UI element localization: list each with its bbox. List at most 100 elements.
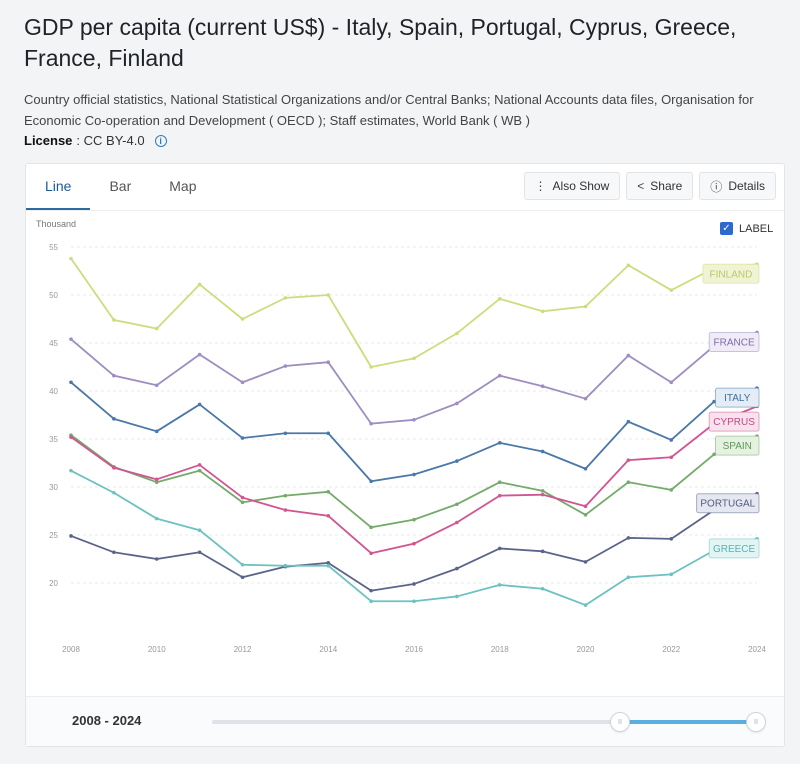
data-point-france xyxy=(154,383,159,388)
data-point-france xyxy=(412,418,416,422)
data-point-finland xyxy=(626,263,631,268)
tab-bar[interactable]: Bar xyxy=(109,178,132,194)
tabs-divider xyxy=(26,210,784,211)
label-toggle-text: LABEL xyxy=(739,222,774,235)
license: License : CC BY-4.0 i xyxy=(24,133,167,148)
x-tick-label: 2016 xyxy=(405,645,423,654)
data-point-finland xyxy=(283,296,288,300)
license-value: : CC BY-4.0 xyxy=(76,133,145,148)
series-label-box xyxy=(708,331,760,352)
data-point-france xyxy=(283,364,288,368)
data-point-france xyxy=(669,380,674,385)
data-point-portugal xyxy=(69,534,73,538)
data-point-france xyxy=(240,380,245,385)
source-text: Country official statistics, National St… xyxy=(24,92,754,128)
series-label-box xyxy=(696,493,760,514)
data-point-italy xyxy=(283,431,288,436)
share-icon: < xyxy=(637,179,645,193)
data-point-portugal xyxy=(240,575,245,580)
data-point-italy xyxy=(240,436,245,440)
data-point-greece xyxy=(497,583,502,587)
series-label-greece: GREECE xyxy=(708,538,760,559)
range-slider[interactable]: II II xyxy=(212,712,766,732)
data-point-portugal xyxy=(669,537,674,541)
data-point-cyprus xyxy=(583,504,588,509)
data-point-finland xyxy=(69,256,73,261)
y-axis-unit-label: Thousand xyxy=(36,219,76,229)
data-point-cyprus xyxy=(283,508,288,512)
range-footer: 2008 - 2024 II II xyxy=(26,696,784,746)
range-slider-fill xyxy=(620,720,756,724)
line-chart: Thousand 20 25 30 35 40 45 50 55 2008 2010 2012 2014… xyxy=(36,219,766,654)
data-point-italy xyxy=(369,479,373,484)
data-point-cyprus xyxy=(669,455,674,460)
data-point-cyprus xyxy=(412,541,416,546)
data-point-finland xyxy=(540,309,545,314)
data-point-italy xyxy=(540,449,545,454)
range-handle-start[interactable]: II xyxy=(610,712,630,732)
x-tick-label: 2010 xyxy=(148,645,166,654)
data-point-finland xyxy=(669,288,674,292)
data-point-finland xyxy=(412,356,416,361)
data-point-greece xyxy=(669,572,674,577)
data-point-spain xyxy=(240,500,245,505)
data-point-portugal xyxy=(369,588,373,593)
series-label-box xyxy=(708,411,760,432)
tab-line[interactable]: Line xyxy=(26,164,91,210)
data-point-portugal xyxy=(412,582,416,586)
data-point-portugal xyxy=(497,546,502,551)
data-point-greece xyxy=(154,516,159,521)
also-show-button[interactable]: ⋮ Also Show xyxy=(523,172,621,200)
range-separator: - xyxy=(100,713,113,728)
data-point-italy xyxy=(112,417,116,421)
data-point-cyprus xyxy=(112,466,116,470)
data-point-greece xyxy=(583,603,588,607)
data-point-greece xyxy=(240,562,245,567)
data-point-cyprus xyxy=(197,463,202,467)
data-point-cyprus xyxy=(626,458,631,462)
y-tick-label: 25 xyxy=(49,531,58,540)
y-tick-label: 45 xyxy=(49,339,58,348)
data-point-finland xyxy=(326,293,331,297)
data-point-greece xyxy=(197,528,202,532)
x-tick-label: 2018 xyxy=(491,645,509,654)
data-point-spain xyxy=(455,502,459,507)
page-title: GDP per capita (current US$) - Italy, Sp… xyxy=(24,14,737,71)
data-point-finland xyxy=(154,326,159,331)
series-label-cyprus: CYPRUS xyxy=(708,411,760,432)
x-tick-label: 2024 xyxy=(748,645,766,654)
series-line-finland xyxy=(70,258,758,368)
year-range-text: 2008 - 2024 xyxy=(72,713,141,728)
x-tick-label: 2012 xyxy=(234,645,252,654)
also-show-label: Also Show xyxy=(552,179,610,193)
tab-map[interactable]: Map xyxy=(169,178,197,194)
details-button[interactable]: ⓘ Details xyxy=(699,172,776,200)
range-handle-end[interactable]: II xyxy=(746,712,766,732)
label-toggle[interactable]: ✓ LABEL xyxy=(720,222,773,235)
data-point-spain xyxy=(283,493,288,498)
series-label-finland: FINLAND xyxy=(702,263,760,284)
data-point-greece xyxy=(112,490,116,495)
chart-actions: ⋮ Also Show < Share ⓘ Details xyxy=(523,172,776,200)
label-checkbox[interactable]: ✓ xyxy=(720,222,733,235)
data-point-finland xyxy=(497,297,502,301)
view-tabs: Line Bar Map xyxy=(26,164,216,210)
data-point-france xyxy=(455,401,459,406)
series-label-text: FINLAND xyxy=(710,269,753,280)
series-label-text: SPAIN xyxy=(723,441,752,452)
info-icon[interactable]: i xyxy=(154,134,167,147)
data-point-france xyxy=(583,396,588,401)
data-point-finland xyxy=(369,365,373,369)
data-point-greece xyxy=(369,599,373,604)
series-label-text: GREECE xyxy=(713,544,756,555)
share-button[interactable]: < Share xyxy=(626,172,694,200)
y-tick-label: 40 xyxy=(49,387,58,396)
data-point-cyprus xyxy=(326,514,331,518)
x-tick-label: 2008 xyxy=(62,645,80,654)
data-point-portugal xyxy=(326,561,331,565)
chart-panel: Line Bar Map ⋮ Also Show < Share ⓘ Detai… xyxy=(25,163,785,747)
data-point-france xyxy=(69,337,73,341)
data-point-italy xyxy=(497,441,502,445)
y-tick-label: 55 xyxy=(49,243,58,252)
data-point-finland xyxy=(583,304,588,309)
